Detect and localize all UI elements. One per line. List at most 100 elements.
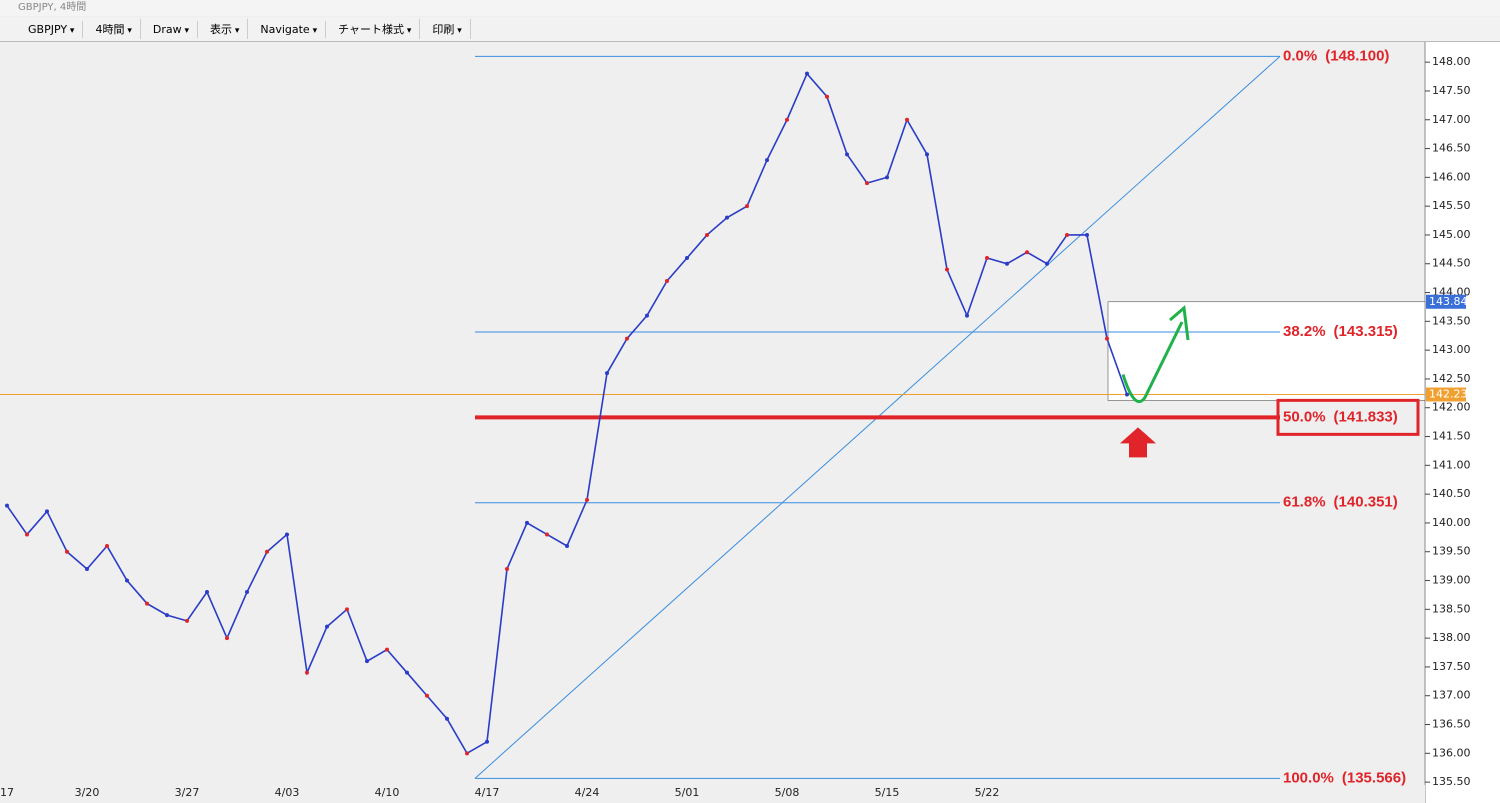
y-tick-label: 138.00 [1432, 631, 1471, 644]
price-point [685, 255, 689, 260]
price-point [225, 636, 229, 641]
fib-highlight-box [1276, 398, 1420, 436]
time-axis [0, 785, 1425, 803]
fib-price: (148.100) [1325, 47, 1389, 64]
y-tick-label: 147.50 [1432, 84, 1471, 97]
price-point [305, 670, 309, 675]
price-point [205, 590, 209, 595]
price-point [405, 670, 409, 675]
price-tag [1426, 387, 1466, 402]
y-tick-label: 148.00 [1432, 55, 1471, 68]
price-point [505, 567, 509, 572]
price-point [1005, 261, 1009, 266]
price-point [105, 543, 109, 548]
y-tick-label: 146.00 [1432, 170, 1471, 183]
price-point [485, 739, 489, 744]
window-title: GBPJPY, 4時間 [18, 2, 87, 13]
price-point [905, 117, 909, 122]
price-range-box [1107, 301, 1426, 401]
price-point [85, 567, 89, 572]
price-point [285, 532, 289, 537]
price-point [65, 549, 69, 554]
price-point [705, 232, 709, 237]
price-point [565, 543, 569, 548]
price-point [445, 716, 449, 721]
green-forecast-arrow [1121, 321, 1184, 404]
toolbar-button[interactable]: 印刷 [424, 19, 471, 39]
toolbar: GBPJPY4時間Draw表示Navigateチャート様式印刷 [0, 17, 1500, 42]
price-tag [1426, 294, 1466, 309]
fib-price: (140.351) [1334, 494, 1398, 511]
price-tag-label: 142.23 [1429, 387, 1468, 400]
price-point [585, 497, 589, 502]
price-point [1065, 232, 1069, 237]
price-point [525, 520, 529, 525]
x-tick-label: 5/15 [875, 786, 900, 799]
price-point [605, 371, 609, 376]
price-point [845, 152, 849, 157]
price-point [725, 215, 729, 220]
toolbar-button[interactable]: Navigate [252, 20, 327, 38]
price-point [1125, 392, 1129, 397]
y-tick-label: 139.00 [1432, 574, 1471, 587]
y-tick-label: 144.50 [1432, 257, 1471, 270]
fib-percent: 100.0% [1283, 769, 1334, 786]
fib-price: (135.566) [1342, 769, 1406, 786]
price-point [325, 624, 329, 629]
y-tick-label: 136.50 [1432, 718, 1471, 731]
toolbar-button[interactable]: 4時間 [87, 19, 141, 39]
price-point [45, 509, 49, 514]
price-point [865, 181, 869, 186]
y-tick-label: 140.50 [1432, 487, 1471, 500]
price-point [925, 152, 929, 157]
fib-percent: 38.2% [1283, 323, 1326, 340]
toolbar-button[interactable]: 表示 [202, 19, 249, 39]
price-point [885, 175, 889, 180]
price-point [805, 71, 809, 76]
fib-label: 0.0% (148.100) [1283, 47, 1389, 64]
chart: 135.50 136.00 136.50 137.00 137.50 138.00 138.… [0, 42, 1500, 803]
x-tick-label: 5/08 [775, 786, 800, 799]
y-tick-label: 145.00 [1432, 228, 1471, 241]
price-point [25, 532, 29, 537]
fib-label: 38.2% (143.315) [1283, 323, 1398, 340]
price-line [6, 72, 1128, 755]
x-tick-label: 3/27 [175, 786, 200, 799]
toolbar-button[interactable]: Draw [145, 20, 198, 38]
price-tag-label: 143.84 [1429, 295, 1468, 308]
price-point [365, 659, 369, 664]
toolbar-button[interactable]: チャート様式 [330, 19, 421, 39]
toolbar-button[interactable]: GBPJPY [20, 20, 84, 38]
green-arrow-head [1169, 305, 1190, 341]
title-bar: GBPJPY, 4時間 [0, 0, 1500, 16]
price-point [945, 267, 949, 272]
price-point [765, 158, 769, 163]
y-tick-label: 135.50 [1432, 775, 1471, 788]
price-point [545, 532, 549, 537]
price-point [165, 613, 169, 618]
fib-percent: 0.0% [1283, 47, 1317, 64]
price-point [1045, 261, 1049, 266]
y-tick-label: 143.50 [1432, 314, 1471, 327]
price-point [645, 313, 649, 318]
price-point [1085, 232, 1089, 237]
x-tick-label: 4/10 [375, 786, 400, 799]
fib-price: (143.315) [1334, 323, 1398, 340]
price-point [745, 204, 749, 209]
y-tick-label: 136.00 [1432, 746, 1471, 759]
fib-label: 100.0% (135.566) [1283, 769, 1406, 786]
y-tick-label: 145.50 [1432, 199, 1471, 212]
price-point [965, 313, 969, 318]
price-point [265, 549, 269, 554]
y-tick-label: 142.50 [1432, 372, 1471, 385]
y-tick-label: 137.50 [1432, 660, 1471, 673]
price-point [785, 117, 789, 122]
red-up-arrow [1120, 427, 1156, 458]
price-point [1025, 250, 1029, 255]
price-point [665, 279, 669, 284]
fib-price: (141.833) [1334, 408, 1398, 425]
price-point [145, 601, 149, 606]
x-tick-label: 4/24 [575, 786, 600, 799]
price-point [185, 618, 189, 623]
